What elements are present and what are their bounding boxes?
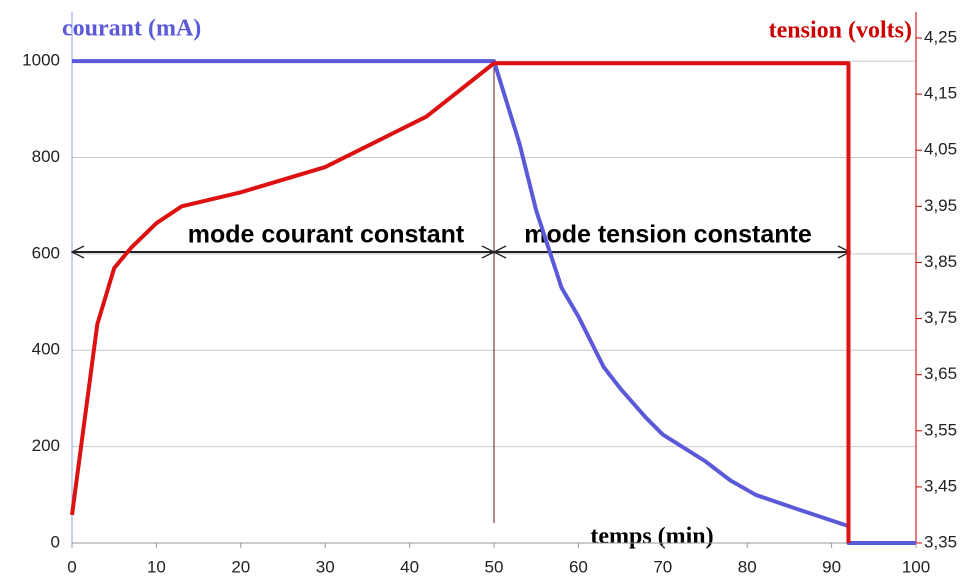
x-tick-label: 40 [400,557,419,576]
x-tick-label: 30 [316,557,335,576]
y2-tick-label: 3,45 [924,476,957,495]
arrow-head [70,245,85,259]
y-tick-label: 0 [51,532,60,551]
y2-tick-label: 3,95 [924,196,957,215]
y2-tick-label: 3,85 [924,252,957,271]
annotation: mode courant constant [188,221,465,249]
y2-tick-label: 3,35 [924,532,957,551]
x-tick-label: 100 [902,557,930,576]
x-tick-label: 10 [147,557,166,576]
y-axis-label: courant (mA) [62,16,201,42]
x-tick-label: 70 [653,557,672,576]
y-tick-label: 400 [32,340,60,359]
y-tick-label: 800 [32,147,60,166]
x-tick-label: 0 [67,557,76,576]
arrow-head [492,245,507,259]
y2-tick-label: 3,55 [924,420,957,439]
y2-axis-label: tension (volts) [769,18,912,44]
y2-tick-label: 3,65 [924,364,957,383]
annotation: mode tension constante [524,221,812,249]
x-axis-label: temps (min) [590,524,713,550]
x-tick-label: 50 [485,557,504,576]
y-tick-label: 600 [32,243,60,262]
y2-tick-label: 4,15 [924,84,957,103]
x-tick-label: 60 [569,557,588,576]
x-tick-label: 90 [822,557,841,576]
y-tick-label: 200 [32,436,60,455]
y-tick-label: 1000 [22,51,60,70]
y2-tick-label: 4,25 [924,27,957,46]
line [72,59,916,545]
x-tick-label: 20 [231,557,250,576]
y2-tick-label: 4,05 [924,140,957,159]
x-tick-label: 80 [738,557,757,576]
y2-tick-label: 3,75 [924,308,957,327]
line [70,61,851,543]
